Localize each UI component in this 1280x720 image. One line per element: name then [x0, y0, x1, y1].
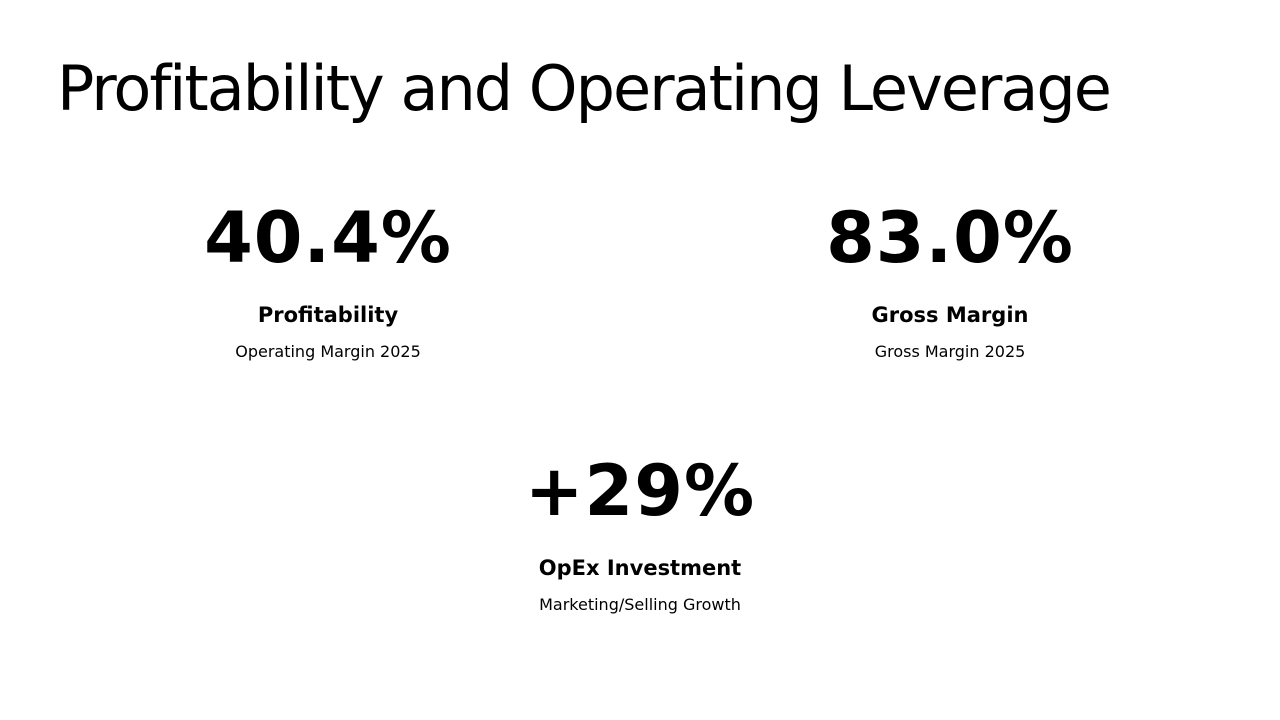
- stat-profitability: 40.4% Profitability Operating Margin 202…: [78, 198, 578, 362]
- stat-gross-margin: 83.0% Gross Margin Gross Margin 2025: [700, 198, 1200, 362]
- stat-description: Gross Margin 2025: [874, 342, 1026, 361]
- stat-description: Operating Margin 2025: [235, 342, 421, 361]
- stat-value: 40.4%: [204, 197, 452, 279]
- stat-value: +29%: [524, 450, 756, 532]
- stat-label: OpEx Investment: [538, 556, 742, 580]
- stat-label: Profitability: [257, 303, 399, 327]
- stat-description: Marketing/Selling Growth: [539, 595, 741, 614]
- stat-value: 83.0%: [826, 197, 1074, 279]
- page-title: Profitability and Operating Leverage: [57, 52, 1112, 125]
- stat-label: Gross Margin: [871, 303, 1029, 327]
- stat-opex-investment: +29% OpEx Investment Marketing/Selling G…: [390, 451, 890, 615]
